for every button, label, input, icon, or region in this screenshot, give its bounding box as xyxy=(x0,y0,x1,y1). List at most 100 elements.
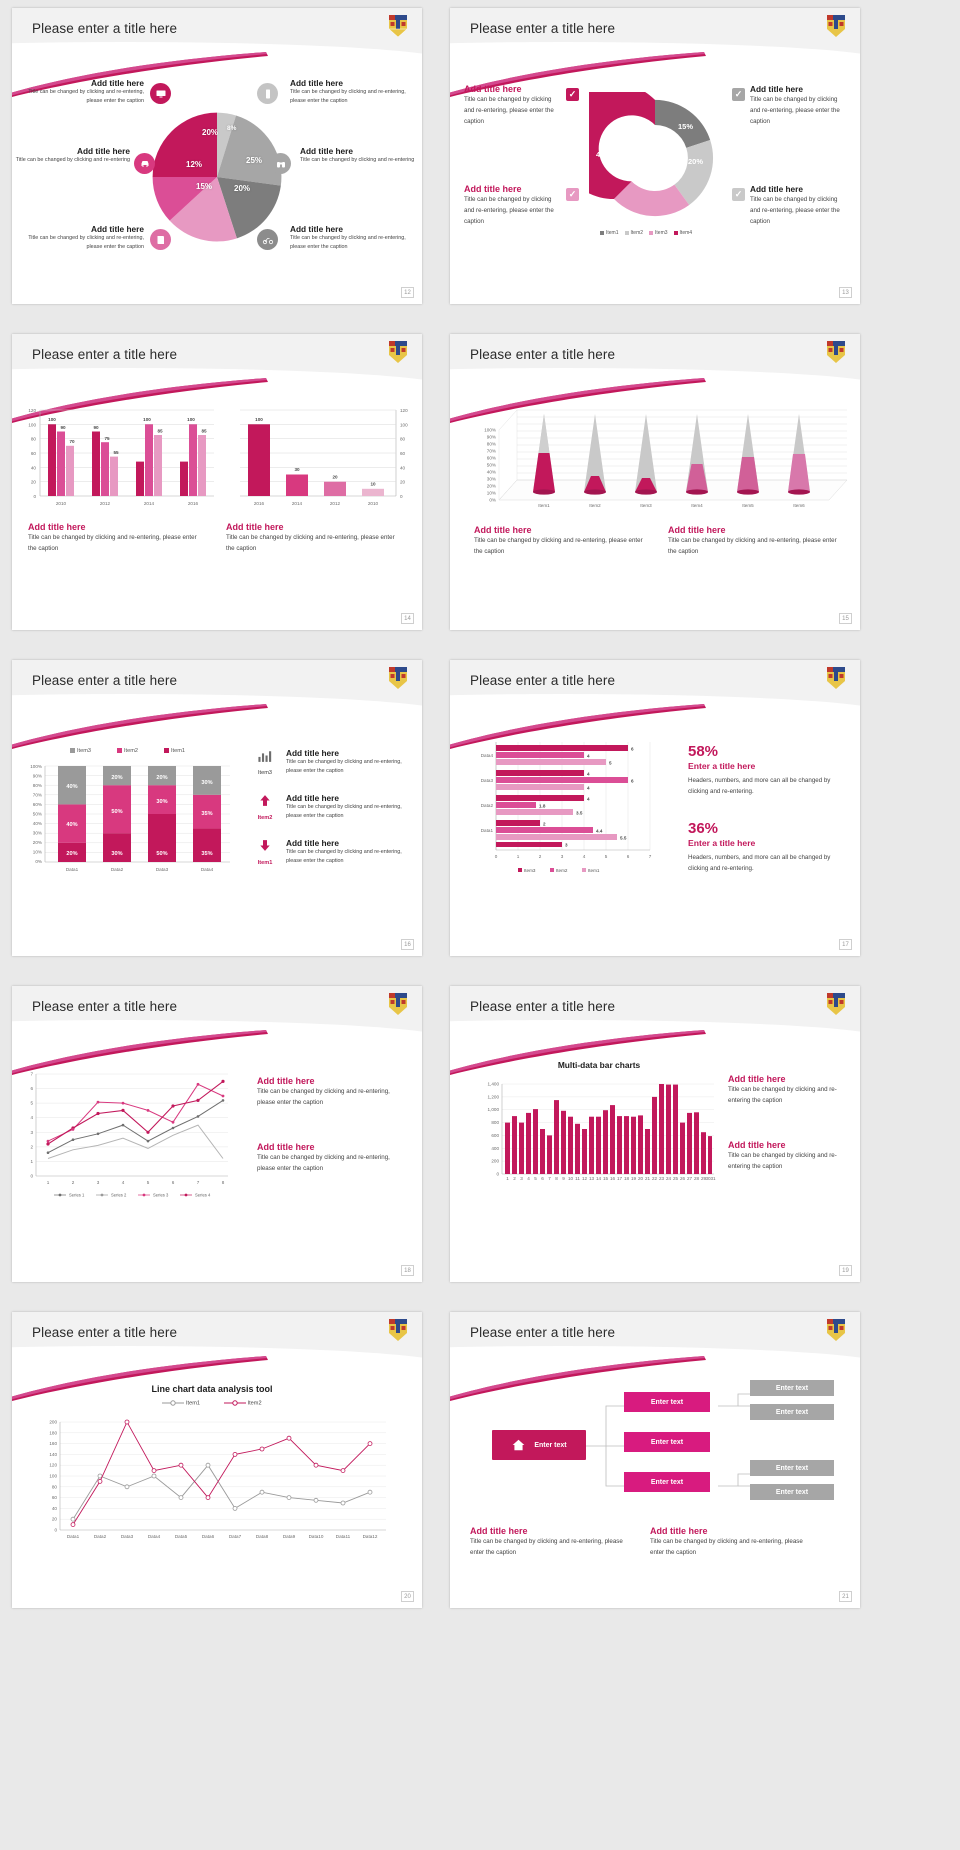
slide-number: 16 xyxy=(401,939,414,950)
caption-block-1: Add title here Title can be changed by c… xyxy=(650,1526,810,1558)
slide-horizontal-bar-chart[interactable]: Please enter a title here 6 4 5 4 6 4 4 … xyxy=(450,660,860,956)
svg-text:11: 11 xyxy=(575,1176,580,1181)
slide-header xyxy=(12,334,422,408)
slide-multi-bar-chart[interactable]: Please enter a title here Multi-data bar… xyxy=(450,986,860,1282)
flow-mid-node-2[interactable]: Enter text xyxy=(624,1472,710,1492)
svg-text:1.8: 1.8 xyxy=(539,804,546,809)
svg-text:Item2: Item2 xyxy=(589,503,601,508)
icon-column: Item3 xyxy=(250,748,280,777)
svg-text:10: 10 xyxy=(568,1176,574,1181)
checkbox-checked-icon[interactable]: ✓ xyxy=(566,188,579,201)
legend-item: Item2 xyxy=(117,748,138,754)
svg-text:40%: 40% xyxy=(33,821,42,826)
bicycle-icon xyxy=(257,229,278,250)
stat-body: Headers, numbers, and more can all be ch… xyxy=(688,853,831,872)
svg-text:Data2: Data2 xyxy=(94,1534,107,1539)
icon-column: Item1 xyxy=(250,838,280,867)
slide-line-chart[interactable]: Please enter a title here 7 6 5 4 3 2 1 0 xyxy=(12,986,422,1282)
svg-text:50%: 50% xyxy=(111,809,122,815)
svg-text:Data4: Data4 xyxy=(481,753,494,758)
slide-deck-grid: Please enter a title here xyxy=(12,8,860,1608)
page-title: Please enter a title here xyxy=(32,999,178,1014)
slide-body: Enter text Enter text Enter text Enter t… xyxy=(450,1378,860,1602)
university-crest-icon xyxy=(827,1319,845,1341)
flow-leaf-node-1[interactable]: Enter text xyxy=(750,1404,834,1420)
svg-text:30%: 30% xyxy=(201,780,212,786)
slide-stacked-bar-chart[interactable]: Please enter a title here Item3 Item2 It… xyxy=(12,660,422,956)
stat-body: Headers, numbers, and more can all be ch… xyxy=(688,776,831,795)
checkbox-checked-icon[interactable]: ✓ xyxy=(732,188,745,201)
checkbox-checked-icon[interactable]: ✓ xyxy=(566,88,579,101)
feature-text: Add title here Title can be changed by c… xyxy=(286,793,410,822)
svg-text:6: 6 xyxy=(627,854,630,859)
svg-text:19: 19 xyxy=(631,1176,637,1181)
svg-text:70%: 70% xyxy=(33,793,42,798)
svg-text:5.5: 5.5 xyxy=(620,836,627,841)
caption-block-0: Add title here Title can be changed by c… xyxy=(28,522,203,554)
caption-title: Add title here xyxy=(90,78,144,88)
slide-column-charts[interactable]: Please enter a title here 120 100 80 60 40 20… xyxy=(12,334,422,630)
caption-block-0: Add title here Title can be changed by c… xyxy=(728,1074,848,1106)
line-legend: Item1 Item2 xyxy=(52,1400,372,1406)
svg-text:20%: 20% xyxy=(33,840,42,845)
svg-text:80%: 80% xyxy=(487,442,496,447)
caption-title: Add title here xyxy=(90,224,144,234)
flow-root-node[interactable]: Enter text xyxy=(492,1430,586,1460)
slide-donut-chart[interactable]: Please enter a title here 15% 20% 25% xyxy=(450,8,860,304)
svg-text:80%: 80% xyxy=(33,783,42,788)
svg-text:0: 0 xyxy=(495,854,498,859)
svg-text:8: 8 xyxy=(222,1180,225,1185)
svg-text:75: 75 xyxy=(104,436,110,441)
svg-text:Data3: Data3 xyxy=(156,867,169,872)
decorative-swoosh xyxy=(12,1356,306,1402)
flow-mid-node-0[interactable]: Enter text xyxy=(624,1392,710,1412)
caption-body: Title can be changed by clicking and re-… xyxy=(474,537,643,556)
chart-title: Multi-data bar charts xyxy=(557,1060,641,1070)
svg-text:40: 40 xyxy=(31,465,37,470)
caption-block-0: Add title here Title can be changed by c… xyxy=(470,1526,630,1558)
svg-text:100: 100 xyxy=(49,1474,57,1479)
flow-leaf-node-0[interactable]: Enter text xyxy=(750,1380,834,1396)
book-icon xyxy=(150,229,171,250)
caption-title: Add title here xyxy=(290,224,344,234)
slide-number: 13 xyxy=(839,287,852,298)
svg-text:1,000: 1,000 xyxy=(488,1107,500,1112)
svg-text:20: 20 xyxy=(332,475,338,480)
slide-header xyxy=(12,660,422,734)
svg-text:90: 90 xyxy=(60,425,66,430)
svg-text:5: 5 xyxy=(147,1180,150,1185)
svg-text:2016: 2016 xyxy=(254,501,265,506)
slide-cone-chart[interactable]: Please enter a title here 100% 90% 80% 70% 6… xyxy=(450,334,860,630)
stat-title: Enter a title here xyxy=(688,760,756,771)
checkbox-checked-icon[interactable]: ✓ xyxy=(732,88,745,101)
svg-text:Data12: Data12 xyxy=(363,1534,378,1539)
donut-chart xyxy=(589,92,714,217)
svg-text:40%: 40% xyxy=(487,470,496,475)
svg-text:2012: 2012 xyxy=(330,501,341,506)
caption-title: Add title here xyxy=(728,1074,786,1084)
caption-title: Add title here xyxy=(76,146,130,156)
flow-leaf-node-3[interactable]: Enter text xyxy=(750,1484,834,1500)
caption-body: Title can be changed by clicking and re-… xyxy=(257,1154,390,1173)
svg-text:10: 10 xyxy=(370,482,376,487)
svg-text:70%: 70% xyxy=(487,449,496,454)
slide-header xyxy=(450,986,860,1060)
svg-text:100%: 100% xyxy=(484,428,496,433)
svg-text:2014: 2014 xyxy=(144,501,155,506)
donut-label-1: 20% xyxy=(688,157,704,166)
monitor-icon xyxy=(150,83,171,104)
decorative-swoosh xyxy=(450,52,744,98)
caption-body: Title can be changed by clicking and re-… xyxy=(464,196,554,226)
flow-leaf-node-2[interactable]: Enter text xyxy=(750,1460,834,1476)
slide-line-analysis-tool[interactable]: Please enter a title here Line chart dat… xyxy=(12,1312,422,1608)
svg-text:Data6: Data6 xyxy=(202,1534,215,1539)
svg-text:40%: 40% xyxy=(66,822,77,828)
svg-text:90%: 90% xyxy=(33,774,42,779)
slide-pie-chart[interactable]: Please enter a title here xyxy=(12,8,422,304)
flow-mid-node-1[interactable]: Enter text xyxy=(624,1432,710,1452)
slide-flow-diagram[interactable]: Please enter a title here Enter text xyxy=(450,1312,860,1608)
svg-text:9: 9 xyxy=(562,1176,565,1181)
svg-text:80: 80 xyxy=(31,437,37,442)
university-crest-icon xyxy=(827,15,845,37)
caption-title: Add title here xyxy=(28,522,86,532)
